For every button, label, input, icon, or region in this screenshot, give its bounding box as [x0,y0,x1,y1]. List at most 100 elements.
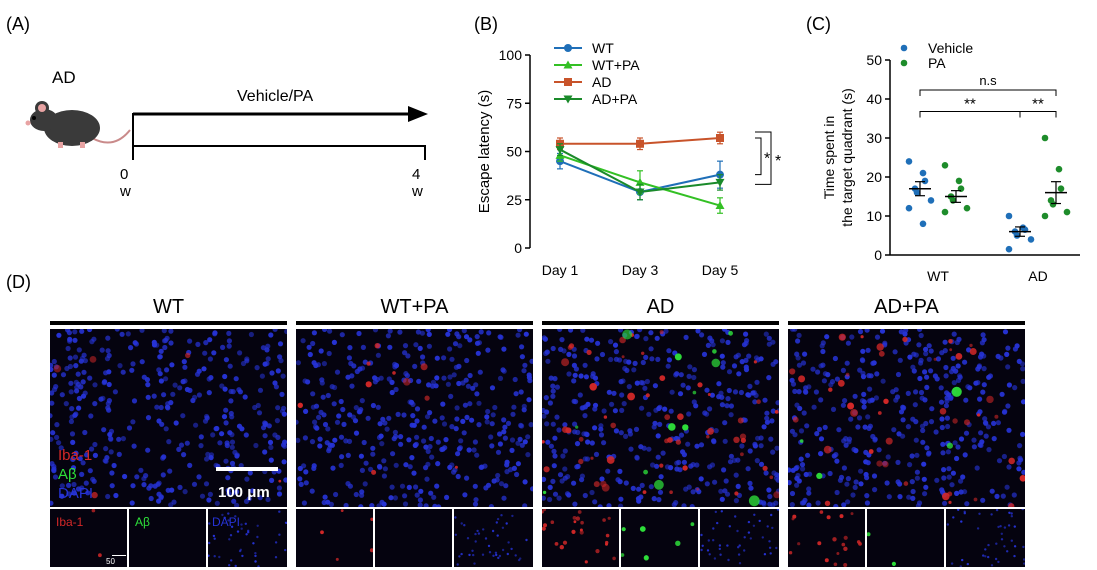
abeta-plaque [682,424,689,431]
dapi-nucleus [130,419,136,425]
dapi-nucleus [554,414,560,420]
dapi-nucleus [720,364,726,370]
dapi-nucleus [426,343,432,349]
dapi-nucleus [1010,512,1013,515]
dapi-nucleus [997,560,1000,564]
dapi-nucleus [1006,427,1012,433]
iba1-signal [590,456,594,460]
dapi-nucleus [934,477,940,483]
dapi-nucleus [719,402,725,408]
dapi-nucleus [700,533,703,537]
dapi-nucleus [574,441,581,447]
dapi-nucleus [724,403,730,409]
dapi-nucleus [590,371,596,377]
dapi-nucleus [495,472,501,479]
dapi-nucleus [1011,492,1017,498]
iba1-signal [667,437,673,443]
dapi-nucleus [636,486,642,492]
dapi-nucleus [843,436,849,442]
data-point [913,189,921,196]
iba1-signal [602,518,606,522]
dapi-nucleus [490,412,496,418]
dapi-nucleus [272,380,278,386]
dapi-nucleus [678,372,684,378]
dapi-nucleus [173,420,179,426]
dapi-nucleus [317,443,323,449]
iba1-signal [297,402,303,408]
dapi-nucleus [962,359,968,365]
dapi-nucleus [359,467,365,473]
dapi-nucleus [240,360,247,367]
data-point [955,177,963,185]
iba1-signal [832,537,837,542]
dapi-nucleus [850,492,856,498]
dapi-nucleus [427,410,433,416]
dapi-nucleus [301,500,307,506]
dapi-nucleus [151,339,157,345]
dapi-nucleus [359,398,365,404]
iba1-signal [392,371,396,375]
dapi-nucleus [935,356,941,362]
dapi-nucleus [377,464,383,470]
dapi-nucleus [447,464,453,470]
dapi-nucleus [698,476,704,482]
dapi-nucleus [920,439,926,445]
dapi-nucleus [707,406,713,412]
y-tick-label: 10 [866,208,882,224]
dapi-nucleus [580,329,586,333]
group-bar-ad-pa [788,321,1025,325]
dapi-nucleus [435,461,441,467]
data-point [1041,134,1049,142]
dapi-nucleus [159,421,165,427]
iba1-signal [593,481,600,488]
dapi-nucleus [381,473,387,479]
dapi-nucleus [558,346,564,352]
dapi-nucleus [501,495,507,501]
dapi-nucleus [454,516,457,519]
dapi-nucleus [256,535,259,539]
dapi-nucleus [448,393,454,399]
iba1-signal [424,395,430,401]
iba1-signal [185,352,191,359]
dapi-nucleus [748,485,754,491]
dapi-nucleus [134,474,140,480]
dapi-nucleus [375,404,381,410]
dapi-nucleus [79,485,85,491]
dapi-nucleus [322,494,328,500]
dapi-nucleus [685,385,691,391]
dapi-nucleus [334,419,341,425]
dapi-nucleus [987,555,990,559]
data-point [715,201,725,210]
dapi-nucleus [434,375,440,381]
dapi-nucleus [426,331,432,337]
dapi-nucleus [274,418,280,424]
dapi-nucleus [928,368,934,374]
dapi-nucleus [208,522,211,525]
dapi-nucleus [196,392,202,398]
dapi-nucleus [818,436,825,442]
dapi-nucleus [484,537,488,540]
dapi-nucleus [417,502,423,507]
dapi-nucleus [82,390,88,396]
dapi-nucleus [581,431,587,437]
dapi-nucleus [445,331,451,337]
dapi-nucleus [279,391,285,397]
dapi-nucleus [92,401,98,407]
dapi-nucleus [509,447,515,453]
dapi-nucleus [951,331,957,337]
dapi-nucleus [741,342,748,348]
dapi-nucleus [357,366,363,372]
dapi-nucleus [472,483,478,489]
dapi-nucleus [168,340,174,346]
dapi-nucleus [456,380,462,387]
dapi-nucleus [413,484,419,490]
dapi-nucleus [572,421,578,427]
dapi-nucleus [255,402,261,409]
y-tick-label: 75 [506,95,522,111]
dapi-nucleus [360,344,366,350]
dapi-nucleus [522,439,528,445]
dapi-nucleus [317,436,323,442]
dapi-nucleus [487,544,491,548]
dapi-nucleus [169,362,175,368]
dapi-nucleus [601,440,607,446]
